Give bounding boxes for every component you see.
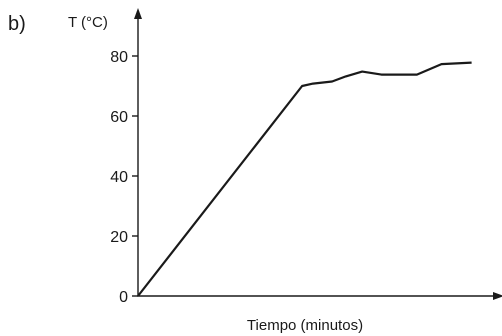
y-tick-label-0: 0: [119, 289, 128, 306]
panel-label: b): [8, 13, 26, 35]
y-tick-label-40: 40: [110, 169, 128, 186]
temperature-series-line: [137, 61, 472, 297]
y-axis-arrow: [134, 8, 142, 19]
y-tick-label-60: 60: [110, 109, 128, 126]
axes: [137, 16, 496, 297]
x-axis-arrow: [493, 292, 502, 300]
y-tick-label-80: 80: [110, 49, 128, 66]
y-tick-label-20: 20: [110, 229, 128, 246]
x-axis-label: Tiempo (minutos): [247, 317, 363, 334]
y-axis-label: T (°C): [68, 14, 108, 31]
